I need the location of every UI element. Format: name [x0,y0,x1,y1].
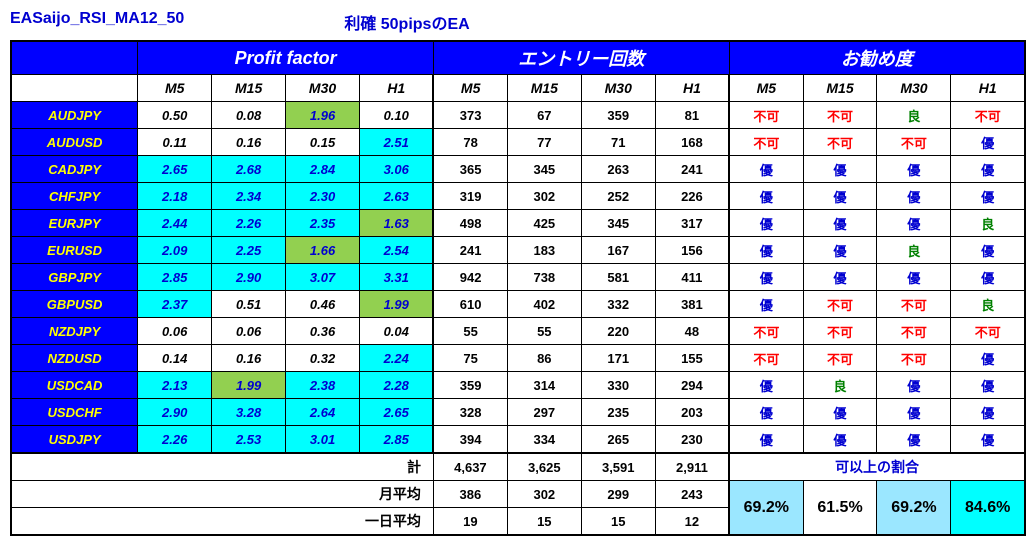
main-table: Profit factorエントリー回数お勧め度M5M15M30H1M5M15M… [10,40,1026,536]
title-left: EASaijo_RSI_MA12_50 [10,10,184,34]
title-row: EASaijo_RSI_MA12_50 利確 50pipsのEA [10,10,1026,34]
title-right: 利確 50pipsのEA [344,10,469,34]
